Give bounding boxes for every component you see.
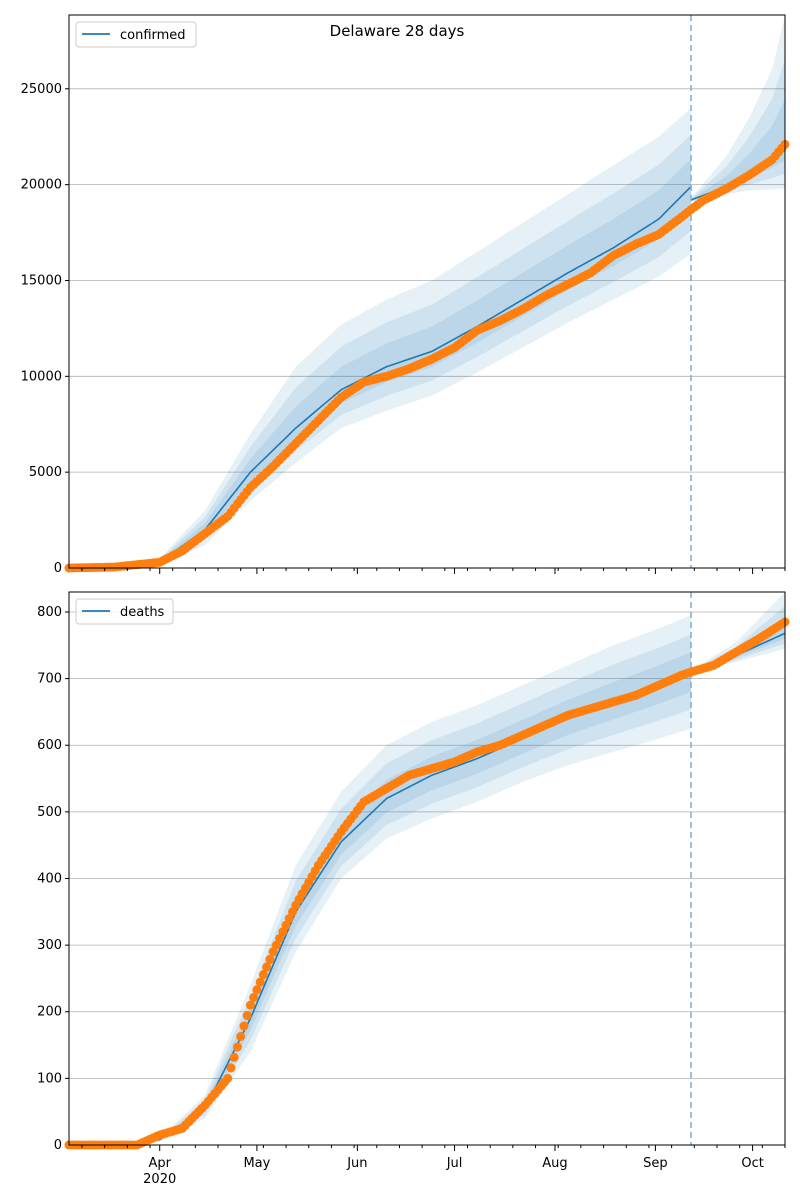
observed-point (252, 985, 262, 995)
legend-box (75, 598, 174, 625)
y-tick-label: 10000 (21, 369, 62, 384)
observed-point (229, 1052, 239, 1062)
y-tick-label: 300 (37, 938, 62, 953)
y-tick-label: 600 (37, 738, 62, 753)
y-tick-label: 0 (54, 1138, 62, 1153)
legend: deaths (75, 598, 174, 625)
legend-box (75, 21, 197, 48)
uncertainty-band (69, 134, 692, 569)
axes-deaths: 0 100 200 300 400 500 600 700 800 Apr May Jun Jul Aug… (37, 591, 790, 1187)
y-tick-label: 5000 (29, 465, 62, 480)
x-tick-label: Aug (542, 1156, 567, 1171)
axes-frame (68, 591, 786, 1146)
x-tick-label: Jul (446, 1156, 463, 1171)
x-tick-label: May (243, 1156, 270, 1171)
observed-point (236, 1031, 246, 1041)
observed-point (245, 1000, 255, 1010)
observed-point (278, 927, 288, 937)
observed-point (284, 913, 294, 923)
uncertainty-band (691, 592, 785, 674)
y-tick-label: 800 (37, 605, 62, 620)
y-tick-label: 700 (37, 672, 62, 687)
legend-label: confirmed (120, 28, 186, 43)
y-tick-label: 400 (37, 871, 62, 886)
uncertainty-band (69, 615, 692, 1145)
x-tick-label: Jun (346, 1156, 367, 1171)
observed-point (275, 933, 285, 943)
uncertainty-band (691, 618, 785, 673)
observed-point (239, 1021, 249, 1031)
x-year-label: 2020 (143, 1172, 176, 1187)
y-tick-label: 15000 (21, 273, 62, 288)
x-tick-label: Apr (148, 1156, 171, 1171)
observed-point (255, 977, 265, 987)
axes-confirmed: 0 5000 10000 15000 20000 25000 confirmed (21, 14, 790, 576)
observed-point (281, 920, 291, 930)
y-tick-label: 200 (37, 1005, 62, 1020)
uncertainty-band (69, 634, 692, 1145)
uncertainty-band (69, 107, 692, 569)
observed-point (232, 1042, 242, 1052)
uncertainty-band (691, 15, 785, 202)
y-tick-label: 500 (37, 805, 62, 820)
axes-frame (68, 14, 786, 569)
uncertainty-band (69, 159, 692, 569)
legend-label: deaths (120, 605, 165, 620)
observed-point (268, 947, 278, 957)
observed-point (262, 962, 272, 972)
observed-point (242, 1011, 252, 1021)
x-tick-label: Sep (643, 1156, 668, 1171)
y-tick-label: 0 (54, 561, 62, 576)
y-tick-label: 100 (37, 1071, 62, 1086)
observed-point (226, 1063, 236, 1073)
chart-title: Delaware 28 days (330, 22, 465, 40)
y-tick-label: 25000 (21, 82, 62, 97)
x-tick-label: Oct (741, 1156, 763, 1171)
observed-point (265, 954, 275, 964)
legend: confirmed (75, 21, 197, 48)
observed-point (288, 907, 298, 917)
observed-point (249, 992, 259, 1002)
y-tick-label: 20000 (21, 178, 62, 193)
observed-point (258, 970, 268, 980)
observed-point (223, 1073, 233, 1083)
observed-point (271, 940, 281, 950)
